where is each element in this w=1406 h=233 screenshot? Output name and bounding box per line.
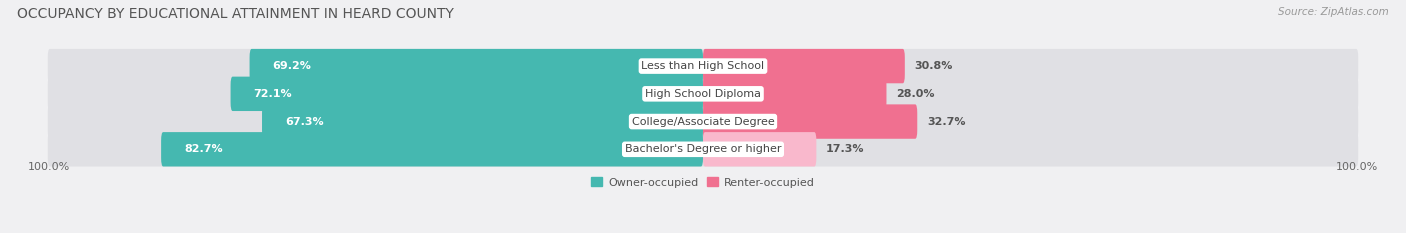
FancyBboxPatch shape <box>262 104 703 139</box>
FancyBboxPatch shape <box>48 49 1358 83</box>
Text: OCCUPANCY BY EDUCATIONAL ATTAINMENT IN HEARD COUNTY: OCCUPANCY BY EDUCATIONAL ATTAINMENT IN H… <box>17 7 454 21</box>
FancyBboxPatch shape <box>48 132 1358 167</box>
FancyBboxPatch shape <box>48 104 1358 139</box>
FancyBboxPatch shape <box>231 77 703 111</box>
Text: 69.2%: 69.2% <box>273 61 311 71</box>
Text: Bachelor's Degree or higher: Bachelor's Degree or higher <box>624 144 782 154</box>
Text: 17.3%: 17.3% <box>827 144 865 154</box>
Text: 100.0%: 100.0% <box>1336 162 1378 172</box>
Text: High School Diploma: High School Diploma <box>645 89 761 99</box>
FancyBboxPatch shape <box>703 77 886 111</box>
Text: 32.7%: 32.7% <box>927 116 966 127</box>
Text: Source: ZipAtlas.com: Source: ZipAtlas.com <box>1278 7 1389 17</box>
FancyBboxPatch shape <box>703 104 917 139</box>
Text: Less than High School: Less than High School <box>641 61 765 71</box>
Text: 28.0%: 28.0% <box>896 89 935 99</box>
FancyBboxPatch shape <box>250 49 703 83</box>
FancyBboxPatch shape <box>703 49 905 83</box>
FancyBboxPatch shape <box>48 77 1358 111</box>
Text: 67.3%: 67.3% <box>285 116 323 127</box>
Legend: Owner-occupied, Renter-occupied: Owner-occupied, Renter-occupied <box>586 173 820 192</box>
Text: College/Associate Degree: College/Associate Degree <box>631 116 775 127</box>
FancyBboxPatch shape <box>703 132 817 167</box>
Text: 30.8%: 30.8% <box>915 61 953 71</box>
Text: 72.1%: 72.1% <box>253 89 292 99</box>
FancyBboxPatch shape <box>162 132 703 167</box>
Text: 100.0%: 100.0% <box>28 162 70 172</box>
Text: 82.7%: 82.7% <box>184 144 222 154</box>
